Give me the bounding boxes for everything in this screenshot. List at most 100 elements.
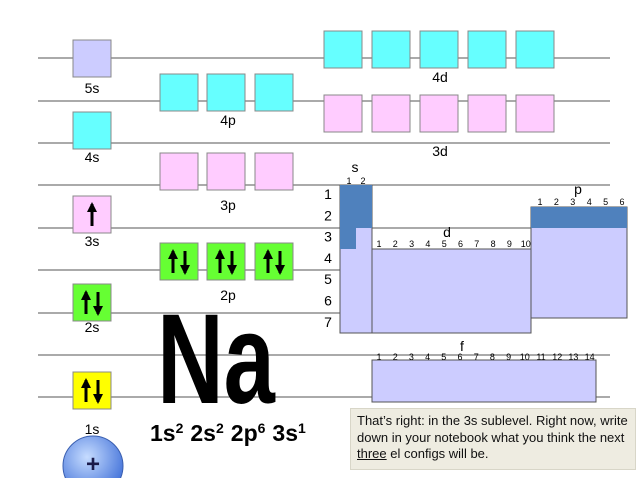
- row-number: 2: [324, 207, 332, 223]
- column-number: 2: [554, 197, 559, 207]
- row-number: 6: [324, 293, 332, 309]
- column-number: 5: [603, 197, 608, 207]
- sublevel-label: 4s: [85, 149, 100, 165]
- s-filled: [340, 185, 372, 228]
- element-symbol: Na: [157, 287, 276, 430]
- orbital-box: [206, 242, 246, 281]
- orbital-box: [467, 30, 507, 69]
- config-exp: 2: [216, 420, 224, 436]
- column-number: 9: [506, 352, 511, 362]
- block-label: p: [574, 181, 582, 197]
- orbital-box: [371, 30, 411, 69]
- arrow-head: [263, 249, 273, 259]
- arrow-head: [215, 249, 225, 259]
- arrow-head: [81, 378, 91, 388]
- column-number: 3: [570, 197, 575, 207]
- column-number: 14: [585, 352, 595, 362]
- arrow-head: [168, 249, 178, 259]
- orbital-box: [467, 94, 507, 133]
- orbital-box: [72, 371, 112, 410]
- sublevel-label: 3s: [85, 233, 100, 249]
- column-number: 10: [521, 239, 531, 249]
- sublevel-label: 4p: [220, 112, 236, 128]
- orbital-box: [72, 111, 112, 150]
- arrow-head: [180, 265, 190, 275]
- orbital-box: [254, 73, 294, 112]
- arrow-head: [87, 202, 97, 212]
- message-text: That’s right: in the 3s sublevel. Right …: [357, 413, 628, 445]
- config-exp: 1: [298, 420, 306, 436]
- sublevel-label: 4d: [432, 69, 448, 85]
- config-term: 2s: [190, 420, 216, 446]
- arrow-head: [275, 265, 285, 275]
- config-term: 2p: [231, 420, 258, 446]
- f-block: [371, 359, 597, 403]
- column-number: 12: [552, 352, 562, 362]
- orbital-box: [159, 242, 199, 281]
- arrow-head: [93, 306, 103, 316]
- column-number: 5: [442, 239, 447, 249]
- block-label: f: [460, 338, 464, 354]
- sublevel-label: 2p: [220, 287, 236, 303]
- s-filled: [340, 228, 356, 249]
- column-number: 11: [536, 352, 545, 362]
- config-exp: 6: [258, 420, 266, 436]
- orbital-box: [254, 152, 294, 191]
- column-number: 2: [393, 352, 398, 362]
- column-number: 4: [425, 352, 430, 362]
- column-number: 6: [458, 239, 463, 249]
- nucleus-charge: +: [86, 451, 100, 478]
- block-label: s: [352, 159, 359, 175]
- column-number: 3: [409, 352, 414, 362]
- orbital-box: [419, 94, 459, 133]
- orbital-box: [371, 94, 411, 133]
- orbital-box: [515, 30, 555, 69]
- row-number: 1: [324, 186, 332, 202]
- message-text: el configs will be.: [386, 446, 489, 461]
- column-number: 1: [346, 176, 351, 186]
- column-number: 5: [441, 352, 446, 362]
- block-label: d: [443, 224, 451, 240]
- orbital-box: [323, 30, 363, 69]
- column-number: 1: [376, 239, 381, 249]
- orbital-box: [72, 39, 112, 78]
- arrow-head: [227, 265, 237, 275]
- orbital-box: [159, 73, 199, 112]
- row-number: 3: [324, 229, 332, 245]
- column-number: 7: [474, 239, 479, 249]
- message-box: That’s right: in the 3s sublevel. Right …: [350, 408, 636, 470]
- config-term: 1s: [150, 420, 176, 446]
- orbital-box: [159, 152, 199, 191]
- column-number: 8: [490, 352, 495, 362]
- electron-config: 1s2 2s2 2p6 3s1: [150, 420, 306, 446]
- config-term: 3s: [272, 420, 298, 446]
- sublevel-label: 3d: [432, 143, 448, 159]
- column-number: 8: [491, 239, 496, 249]
- column-number: 9: [507, 239, 512, 249]
- orbital-box: [72, 283, 112, 322]
- orbital-box: [419, 30, 459, 69]
- sublevel-label: 1s: [85, 421, 100, 437]
- column-number: 4: [425, 239, 430, 249]
- orbital-box: [323, 94, 363, 133]
- column-number: 2: [360, 176, 365, 186]
- arrow-head: [93, 394, 103, 404]
- d-block: [371, 248, 532, 334]
- column-number: 6: [619, 197, 624, 207]
- nucleus: [62, 435, 124, 478]
- sublevel-label: 3p: [220, 197, 236, 213]
- column-number: 10: [520, 352, 530, 362]
- column-number: 2: [393, 239, 398, 249]
- row-number: 7: [324, 314, 332, 330]
- column-number: 1: [376, 352, 381, 362]
- arrow-head: [81, 290, 91, 300]
- p-filled: [531, 207, 627, 228]
- row-number: 4: [324, 250, 332, 266]
- column-number: 3: [409, 239, 414, 249]
- sublevel-label: 2s: [85, 319, 100, 335]
- orbital-box: [254, 242, 294, 281]
- column-number: 13: [568, 352, 578, 362]
- column-number: 6: [457, 352, 462, 362]
